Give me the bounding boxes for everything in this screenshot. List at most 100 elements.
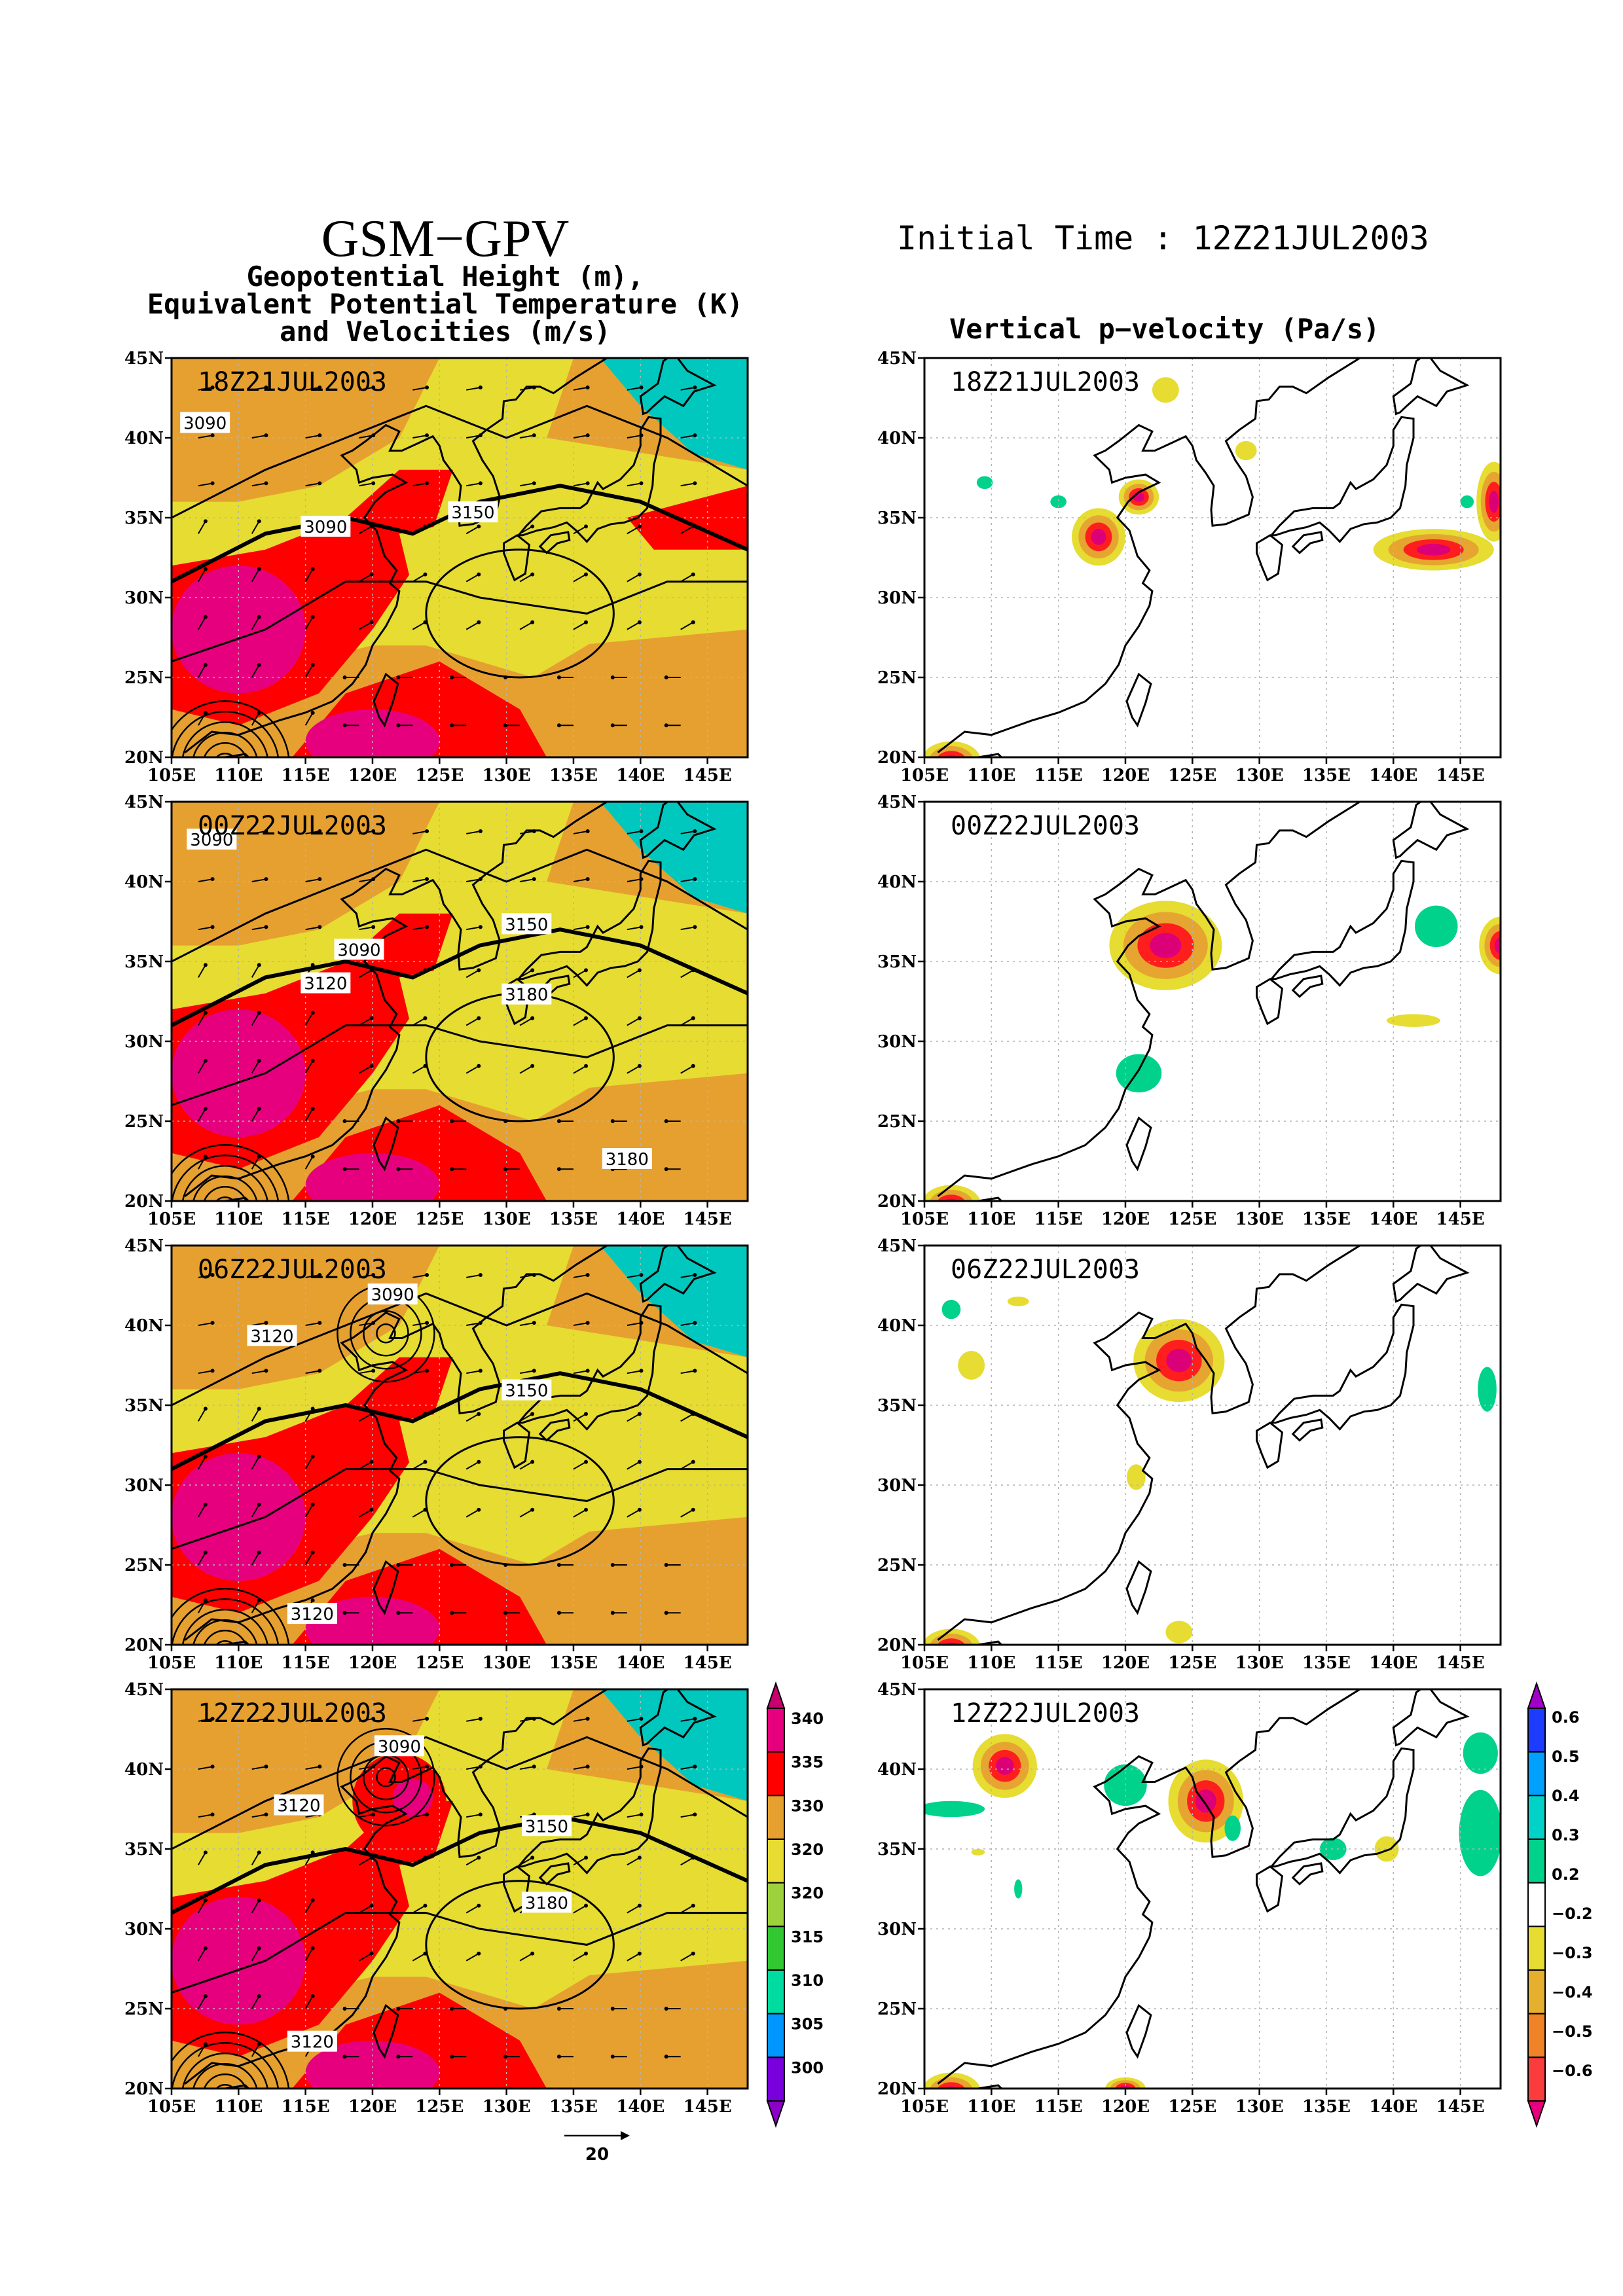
typhoon-contour: [172, 710, 280, 757]
theta-fill: 3090 3090 3120 3150 3180 3180: [172, 802, 748, 1201]
theta-dry-core: [399, 1405, 614, 1565]
reference-vector: 20: [564, 2131, 630, 2164]
wind-arrow: [466, 1370, 481, 1374]
wind-arrow-head: [203, 1898, 208, 1903]
coastline-honshu: [516, 416, 662, 543]
typhoon-contour: [192, 1175, 258, 1201]
lon-tick-label: 145E: [684, 766, 732, 785]
wind-arrow: [198, 1852, 206, 1865]
plot-frame: [170, 1244, 749, 1646]
lat-tick-label: 20N: [877, 1192, 917, 1211]
wind-arrow-head: [423, 572, 428, 577]
wind-arrow: [251, 1108, 260, 1122]
wind-arrow-head: [396, 675, 401, 679]
wind-arrow-head: [369, 1903, 374, 1908]
wind-arrow: [627, 1717, 642, 1722]
omega-red: [937, 1638, 966, 1645]
wind-arrow: [573, 1509, 587, 1518]
coastline-mainland: [184, 1246, 608, 1641]
wind-arrow-head: [425, 877, 429, 882]
wind-arrow: [198, 1108, 206, 1122]
wind-arrow: [251, 1156, 260, 1170]
theta-magenta-south: [305, 2040, 440, 2089]
wind-arrow-head: [210, 877, 215, 882]
wind-arrow-head: [530, 1460, 535, 1464]
wind-arrow: [465, 621, 479, 630]
omega-green: [1460, 495, 1474, 509]
wind-arrow-head: [478, 1765, 483, 1769]
wind-arrow-head: [257, 1598, 261, 1603]
wind-arrow-head: [264, 1716, 268, 1721]
wind-arrow: [573, 1017, 587, 1026]
wind-arrow: [465, 1065, 479, 1074]
wind-arrow-head: [585, 1812, 590, 1817]
wind-arrow-head: [342, 2007, 347, 2011]
wind-arrow-head: [477, 1064, 481, 1068]
omega-green: [924, 1801, 985, 1818]
coastline-hokkaido: [639, 1689, 717, 1747]
theta-colorbar-label: 320: [791, 1884, 824, 1903]
wind-arrow-head: [203, 2042, 208, 2047]
wind-arrow: [359, 621, 373, 630]
plot-frame: [170, 357, 749, 759]
wind-arrow-head: [423, 1412, 428, 1416]
typhoon-contour: [203, 742, 247, 757]
wind-arrow-head: [585, 1272, 590, 1277]
wind-arrow-head: [371, 1765, 376, 1769]
wind-arrow-head: [693, 925, 697, 929]
lon-tick-label: 115E: [1034, 1210, 1083, 1229]
wind-arrow: [466, 926, 481, 931]
wind-arrow: [680, 435, 695, 439]
wind-arrow: [305, 1274, 320, 1278]
height-label-bg: [274, 1794, 324, 1816]
omega-magenta: [1195, 1789, 1216, 1813]
coastline-honshu: [1269, 1303, 1415, 1431]
lat-tick-label: 40N: [877, 1316, 917, 1336]
panel-time-label: 12Z22JUL2003: [951, 1698, 1140, 1729]
wind-arrow-head: [342, 1563, 347, 1567]
theta-colorbar-swatch: [767, 1839, 785, 1884]
lat-tick-label: 35N: [124, 509, 164, 528]
wind-arrow-head: [637, 620, 642, 624]
lat-tick-label: 45N: [877, 1236, 917, 1256]
wind-arrow: [519, 1065, 533, 1074]
wind-arrow: [198, 1766, 213, 1770]
wind-arrow-head: [610, 723, 615, 728]
wind-arrow: [251, 830, 266, 834]
wind-arrow-head: [691, 1460, 695, 1464]
wind-arrow-head: [693, 1272, 697, 1277]
wind-arrow: [680, 926, 695, 931]
height-label: 3090: [371, 1285, 414, 1305]
wind-arrow: [412, 1766, 428, 1770]
wind-arrow-head: [369, 1016, 374, 1020]
wind-arrow-head: [264, 1321, 268, 1325]
theta-colorbar-swatch: [767, 1751, 785, 1797]
wind-arrow-head: [210, 925, 215, 929]
height-label-bg: [522, 1892, 572, 1913]
omega-base: [924, 802, 1501, 1201]
wind-arrow-head: [318, 385, 322, 389]
theta-magenta-low: [392, 1778, 433, 1818]
wind-arrow-head: [532, 829, 536, 833]
lon-tick-label: 115E: [1034, 1653, 1083, 1673]
wind-arrow: [412, 1322, 428, 1326]
wind-arrow: [304, 1948, 314, 1962]
lon-tick-label: 140E: [616, 2097, 665, 2117]
wind-arrow: [305, 386, 320, 391]
wind-arrow-head: [503, 2054, 508, 2059]
lat-tick-label: 30N: [124, 588, 164, 608]
wind-arrow-head: [264, 433, 268, 438]
wind-arrow-head: [203, 1598, 208, 1603]
wind-arrow-head: [310, 1502, 315, 1507]
wind-arrow: [305, 482, 320, 487]
height-contour: [172, 1912, 748, 1994]
coastline-honshu: [516, 1303, 662, 1431]
wind-arrow-head: [584, 572, 589, 577]
wind-arrow-head: [310, 615, 315, 619]
wind-arrow: [573, 830, 588, 834]
omega-yellow: [1387, 1014, 1440, 1028]
wind-arrow-head: [637, 1903, 642, 1908]
wind-arrow: [680, 1274, 695, 1278]
wind-arrow: [465, 1413, 479, 1422]
wind-arrow-head: [371, 1272, 376, 1277]
